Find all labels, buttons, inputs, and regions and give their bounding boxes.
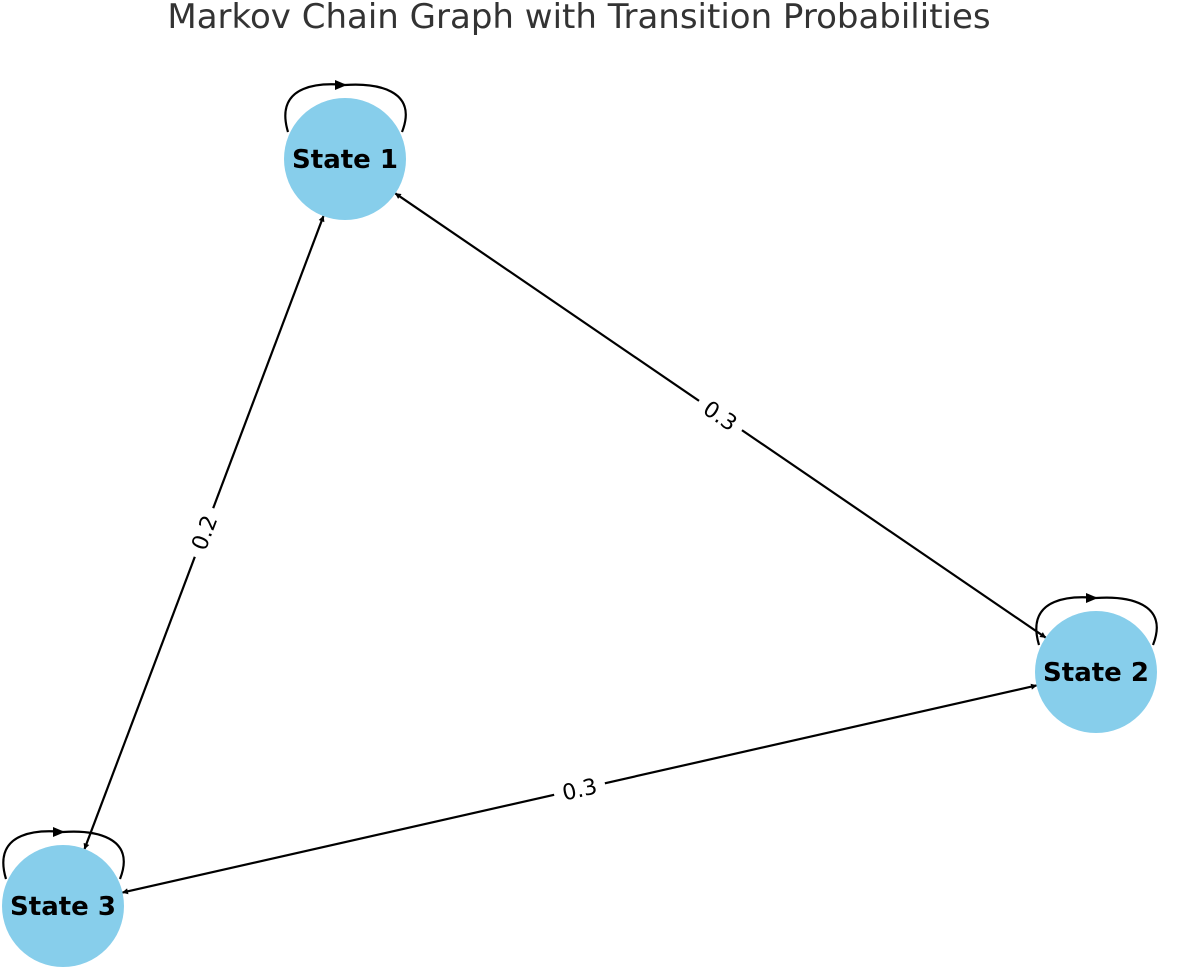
node-state-2: State 2 (1035, 611, 1157, 733)
edge-label-background (180, 502, 228, 563)
node-circle (284, 98, 406, 220)
node-circle (2, 845, 124, 967)
nodes-layer: State 1 State 2 State 3 (2, 98, 1157, 967)
node-circle (1035, 611, 1157, 733)
edge-label-s1-s3: 0.2 (180, 502, 228, 563)
edge-label-s2-s3: 0.3 (550, 768, 609, 810)
node-state-3: State 3 (2, 845, 124, 967)
edge-label-background (550, 768, 609, 810)
edge-labels-layer: 0.3 0.2 0.3 (180, 388, 751, 810)
self-loop-arrowhead-s1 (335, 80, 347, 90)
edge-label-s1-s2: 0.3 (690, 388, 751, 443)
node-state-1: State 1 (284, 98, 406, 220)
node-label: State 3 (10, 892, 116, 922)
diagram-title: Markov Chain Graph with Transition Proba… (167, 0, 990, 37)
edge-label-background (690, 388, 751, 443)
self-loop-arrowhead-s2 (1086, 593, 1098, 603)
node-label: State 2 (1043, 658, 1149, 688)
self-loop-arrowhead-s3 (53, 827, 65, 837)
node-label: State 1 (292, 145, 398, 175)
edges-layer (2, 80, 1158, 895)
